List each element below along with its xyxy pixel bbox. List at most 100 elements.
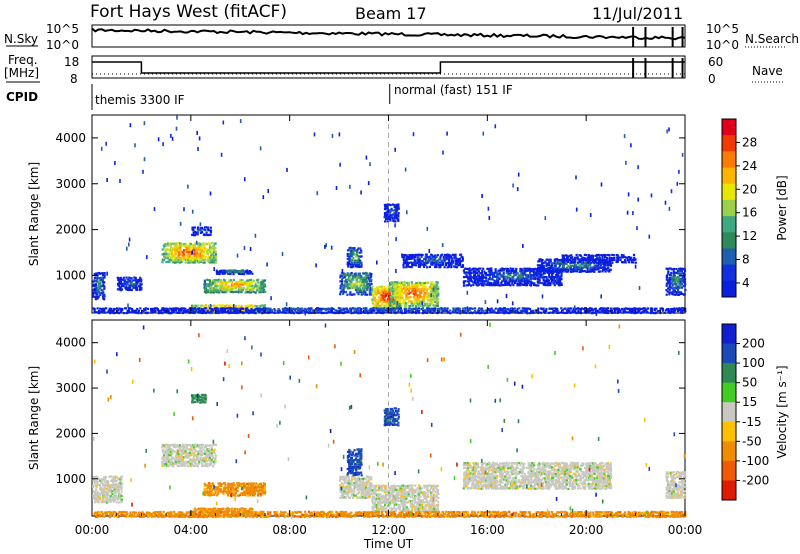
echo-cell <box>159 311 163 314</box>
echo-cell <box>420 308 423 311</box>
echo-cell <box>630 256 633 259</box>
echo-cell <box>675 276 678 279</box>
echo-cell <box>183 253 186 256</box>
echo-cell <box>497 276 500 279</box>
echo-cell <box>135 288 138 291</box>
echo-cell <box>234 488 237 491</box>
echo-cell <box>501 309 504 312</box>
echo-cell <box>257 281 260 284</box>
echo-cell <box>383 296 386 299</box>
echo-cell <box>223 482 226 485</box>
echo-cell <box>557 262 560 265</box>
echo-cell <box>594 258 597 261</box>
echo-cell <box>389 204 392 207</box>
echo-cell <box>222 120 225 125</box>
echo-cell <box>591 311 595 315</box>
echo-cell <box>611 257 614 260</box>
echo-cell <box>192 444 196 447</box>
echo-cell <box>215 283 218 286</box>
echo-cell <box>612 256 616 259</box>
echo-cell <box>634 307 637 311</box>
echo-cell <box>356 253 359 256</box>
echo-cell <box>213 287 216 290</box>
echo-cell <box>125 276 128 279</box>
echo-cell <box>346 272 349 275</box>
echo-cell <box>166 307 169 311</box>
echo-cell <box>199 246 202 249</box>
echo-cell <box>363 272 366 275</box>
echo-cell <box>549 270 552 273</box>
echo-cell <box>360 261 363 264</box>
echo-cell <box>191 464 194 467</box>
echo-cell <box>114 308 117 311</box>
echo-cell <box>207 490 210 493</box>
echo-cell <box>412 304 415 307</box>
echo-cell <box>443 266 446 269</box>
echo-cell <box>327 309 330 313</box>
echo-cell <box>528 267 531 270</box>
echo-cell <box>198 229 201 232</box>
echo-cell <box>364 276 367 279</box>
echo-cell <box>617 311 620 314</box>
echo-cell <box>457 258 460 261</box>
echo-cell <box>154 309 157 312</box>
echo-cell <box>236 482 239 485</box>
echo-cell <box>108 486 111 489</box>
echo-cell <box>119 476 122 479</box>
echo-cell <box>205 444 208 447</box>
echo-cell <box>525 276 528 279</box>
echo-cell <box>429 300 432 303</box>
echo-cell <box>582 260 585 264</box>
echo-cell <box>343 276 347 279</box>
echo-cell <box>190 259 193 262</box>
echo-cell <box>483 282 486 285</box>
echo-cell <box>678 276 681 279</box>
echo-cell <box>561 311 564 314</box>
echo-cell <box>187 247 190 250</box>
echo-cell <box>663 311 666 314</box>
echo-cell <box>430 298 433 301</box>
echo-cell <box>133 283 136 286</box>
echo-cell <box>676 280 680 283</box>
echo-cell <box>633 312 636 315</box>
echo-cell <box>385 217 388 221</box>
echo-cell <box>247 494 250 497</box>
echo-cell <box>331 133 334 138</box>
echo-cell <box>102 283 105 286</box>
echo-cell <box>194 464 197 467</box>
echo-cell <box>616 307 619 310</box>
echo-cell <box>434 254 437 257</box>
echo-cell <box>479 312 482 315</box>
echo-cell <box>638 286 641 290</box>
echo-cell <box>435 265 438 269</box>
echo-cell <box>363 290 366 293</box>
echo-cell <box>589 213 592 217</box>
echo-cell <box>220 279 223 282</box>
echo-cell <box>257 289 260 292</box>
echo-cell <box>681 309 684 313</box>
echo-cell <box>395 281 398 284</box>
echo-cell <box>364 278 367 281</box>
echo-cell <box>214 454 217 457</box>
echo-cell <box>419 265 422 268</box>
echo-cell <box>550 262 553 265</box>
echo-cell <box>198 254 201 258</box>
echo-cell <box>622 254 625 257</box>
echo-cell <box>556 260 559 263</box>
echo-cell <box>334 309 337 312</box>
echo-cell <box>360 276 363 279</box>
echo-cell <box>356 287 359 290</box>
echo-cell <box>241 486 244 489</box>
echo-cell <box>416 294 419 297</box>
echo-cell <box>136 280 139 283</box>
colorbar-segment <box>722 183 736 201</box>
echo-cell <box>199 512 202 515</box>
echo-cell <box>259 307 262 310</box>
echo-cell <box>126 278 129 281</box>
echo-cell <box>482 309 485 312</box>
echo-cell <box>214 443 217 446</box>
echo-cell <box>112 482 115 485</box>
echo-cell <box>508 272 511 275</box>
echo-cell <box>201 454 204 457</box>
echo-cell <box>206 289 209 292</box>
